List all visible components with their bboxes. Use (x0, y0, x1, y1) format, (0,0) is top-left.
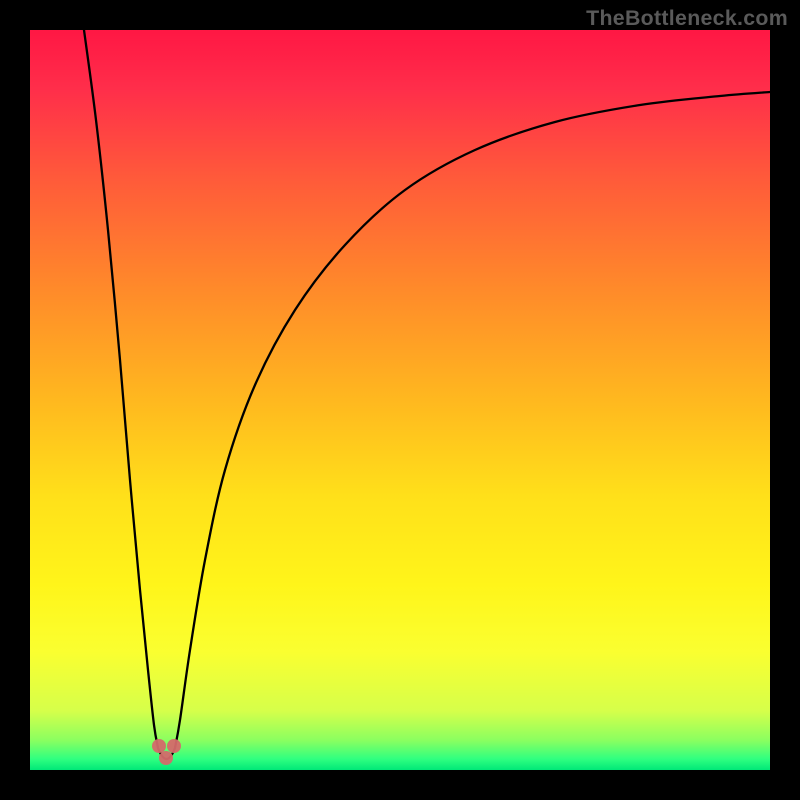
valley-marker (167, 739, 181, 753)
plot-area (30, 30, 770, 770)
valley-marker (152, 739, 166, 753)
bottleneck-curve (84, 30, 770, 759)
watermark-text: TheBottleneck.com (586, 6, 788, 31)
valley-markers (152, 739, 181, 765)
chart-container: TheBottleneck.com (0, 0, 800, 800)
curve-layer (30, 30, 770, 770)
valley-marker (159, 751, 173, 765)
